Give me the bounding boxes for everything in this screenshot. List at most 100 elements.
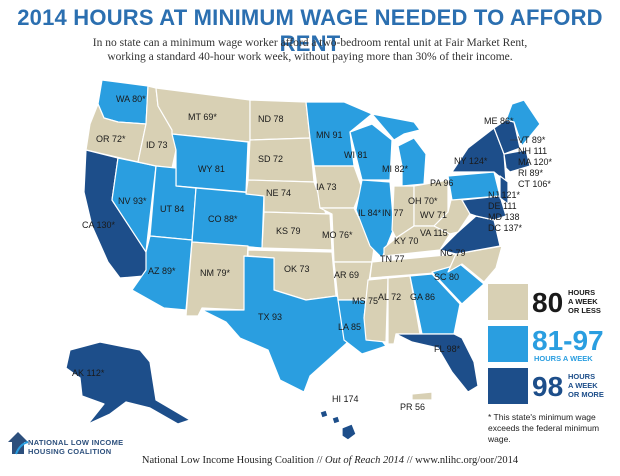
nlihc-logo-icon <box>8 432 29 455</box>
state-hi-2[interactable] <box>331 415 341 425</box>
legend-text-low-1: HOURS <box>568 288 595 297</box>
footer-org: National Low Income Housing Coalition // <box>141 455 326 466</box>
label-wv: WV 71 <box>420 210 447 220</box>
label-tx: TX 93 <box>258 312 282 322</box>
label-ak: AK 112* <box>72 368 105 378</box>
label-ok: OK 73 <box>284 264 310 274</box>
label-al: AL 72 <box>378 292 401 302</box>
label-me: ME 86* <box>484 116 514 126</box>
legend-text-mid-1: HOURS A WEEK <box>534 354 593 363</box>
label-fl: FL 98* <box>434 344 461 354</box>
logo-line-2: HOUSING COALITION <box>28 447 112 456</box>
label-ca: CA 130* <box>82 220 116 230</box>
state-wi[interactable] <box>349 123 393 181</box>
label-ny: NY 124* <box>454 156 488 166</box>
logo-text: NATIONAL LOW INCOME HOUSING COALITION <box>28 438 123 456</box>
label-de: DE 111 <box>488 201 517 211</box>
label-ct: CT 106* <box>518 179 551 189</box>
label-or: OR 72* <box>96 134 126 144</box>
label-va: VA 115 <box>420 228 448 238</box>
label-nj: NJ 121* <box>488 190 521 200</box>
state-ks[interactable] <box>261 211 333 251</box>
label-nm: NM 79* <box>200 268 231 278</box>
label-ar: AR 69 <box>334 270 359 280</box>
label-ky: KY 70 <box>394 236 418 246</box>
footer-report: Out of Reach 2014 <box>325 455 405 466</box>
label-nc: NC 79 <box>440 248 466 258</box>
label-ma: MA 120* <box>518 157 553 167</box>
footnote: * This state's minimum wage exceeds the … <box>488 412 600 444</box>
label-mt: MT 69* <box>188 112 217 122</box>
label-md: MD 138 <box>488 212 520 222</box>
state-pr[interactable] <box>411 391 433 401</box>
label-hi: HI 174 <box>332 394 359 404</box>
northeast-labels: VT 89* NH 111 MA 120* RI 89* CT 106* NJ … <box>488 135 553 233</box>
legend-text-low-2: A WEEK <box>568 297 598 306</box>
label-id: ID 73 <box>146 140 168 150</box>
legend-item-high: 98 HOURS A WEEK OR MORE <box>488 368 604 404</box>
legend-text-high-2: A WEEK <box>568 381 598 390</box>
subtitle-line-1: In no state can a minimum wage worker af… <box>92 37 528 49</box>
legend-swatch-low <box>488 284 528 320</box>
legend-text-high-3: OR MORE <box>568 390 604 399</box>
label-az: AZ 89* <box>148 266 176 276</box>
state-ct-ri-ma[interactable] <box>503 149 531 173</box>
label-nv: NV 93* <box>118 196 147 206</box>
label-pr: PR 56 <box>400 402 425 412</box>
label-ut: UT 84 <box>160 204 184 214</box>
state-il[interactable] <box>355 179 395 259</box>
state-ak[interactable] <box>65 341 191 425</box>
label-ga: GA 86 <box>410 292 435 302</box>
label-sd: SD 72 <box>258 154 283 164</box>
state-hi-3[interactable] <box>341 423 357 441</box>
label-oh: OH 70* <box>408 196 438 206</box>
state-tx[interactable] <box>201 255 349 393</box>
state-fl[interactable] <box>395 333 479 393</box>
legend-swatch-high <box>488 368 528 404</box>
label-vt: VT 89* <box>518 135 546 145</box>
state-vt-nh[interactable] <box>493 119 521 155</box>
label-la: LA 85 <box>338 322 361 332</box>
footer-url[interactable]: // www.nlihc.org/oor/2014 <box>404 455 519 466</box>
label-co: CO 88* <box>208 214 238 224</box>
legend-item-low: 80 HOURS A WEEK OR LESS <box>488 284 601 320</box>
subtitle-line-2: working a standard 40-hour work week, wi… <box>107 51 513 63</box>
legend-number-low: 80 <box>532 287 563 318</box>
label-mi: MI 82* <box>382 164 409 174</box>
state-mn[interactable] <box>305 101 373 167</box>
footer: National Low Income Housing Coalition //… <box>120 455 540 466</box>
label-ks: KS 79 <box>276 226 301 236</box>
state-me[interactable] <box>505 99 541 147</box>
state-nm[interactable] <box>185 241 249 317</box>
subtitle: In no state can a minimum wage worker af… <box>60 36 560 64</box>
label-ri: RI 89* <box>518 168 544 178</box>
label-nh: NH 111 <box>518 146 547 156</box>
label-wi: WI 81 <box>344 150 368 160</box>
legend-text-high-1: HOURS <box>568 372 595 381</box>
logo-line-1: NATIONAL LOW INCOME <box>28 438 124 447</box>
label-sc: SC 80 <box>434 272 459 282</box>
label-mo: MO 76* <box>322 230 353 240</box>
legend-item-mid: 81-97 HOURS A WEEK <box>488 325 604 363</box>
label-pa: PA 96 <box>430 178 453 188</box>
page-title: 2014 HOURS AT MINIMUM WAGE NEEDED TO AFF… <box>17 5 603 56</box>
label-tn: TN 77 <box>380 254 405 264</box>
legend-swatch-mid <box>488 326 528 362</box>
legend-number-high: 98 <box>532 371 563 402</box>
state-nj[interactable] <box>499 175 509 205</box>
label-ms: MS 75 <box>352 296 378 306</box>
label-wa: WA 80* <box>116 94 146 104</box>
legend-number-mid: 81-97 <box>532 325 604 356</box>
label-ia: IA 73 <box>316 182 337 192</box>
state-hi-1[interactable] <box>319 409 329 419</box>
label-in: IN 77 <box>382 208 404 218</box>
label-wy: WY 81 <box>198 164 225 174</box>
legend-text-low-3: OR LESS <box>568 306 601 315</box>
label-ne: NE 74 <box>266 188 291 198</box>
state-ms[interactable] <box>363 277 389 343</box>
label-il: IL 84* <box>358 208 382 218</box>
state-mi[interactable] <box>371 113 421 141</box>
state-ga[interactable] <box>409 273 461 335</box>
